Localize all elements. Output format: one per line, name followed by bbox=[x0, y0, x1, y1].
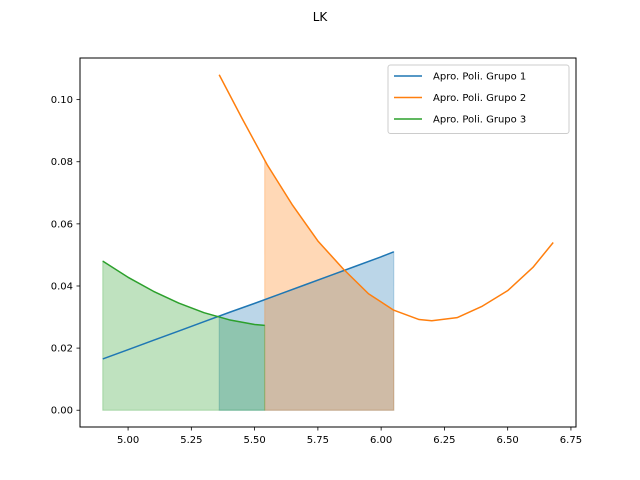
y-tick-label: 0.06 bbox=[51, 219, 73, 230]
legend-label: Apro. Poli. Grupo 3 bbox=[433, 115, 526, 126]
x-tick-label: 5.50 bbox=[243, 435, 265, 446]
y-tick-label: 0.02 bbox=[51, 344, 73, 355]
x-tick-label: 6.25 bbox=[433, 435, 455, 446]
apro-poli-grupo-2-line bbox=[218, 74, 554, 322]
y-axis-ticks: 0.00 0.02 0.04 0.06 0.08 0.10 bbox=[51, 95, 80, 417]
legend-box bbox=[387, 64, 570, 134]
x-tick-label: 6.75 bbox=[560, 435, 582, 446]
y-tick-label: 0.10 bbox=[51, 95, 73, 106]
x-tick-label: 5.25 bbox=[180, 435, 202, 446]
legend-label: Apro. Poli. Grupo 1 bbox=[433, 72, 526, 83]
y-tick-label: 0.08 bbox=[51, 157, 73, 168]
apro-poli-grupo-1-line bbox=[102, 251, 395, 360]
x-tick-label: 5.00 bbox=[117, 435, 139, 446]
series-lines bbox=[102, 74, 554, 360]
legend: Apro. Poli. Grupo 1 Apro. Poli. Grupo 2 Ap… bbox=[387, 64, 570, 134]
legend-label: Apro. Poli. Grupo 2 bbox=[433, 93, 526, 104]
y-tick-label: 0.00 bbox=[51, 406, 73, 417]
apro-poli-grupo-3-line bbox=[102, 260, 265, 327]
x-tick-label: 5.75 bbox=[307, 435, 329, 446]
x-axis-ticks: 5.00 5.25 5.50 5.75 6.00 6.25 6.50 6.75 bbox=[117, 427, 582, 446]
x-tick-label: 6.50 bbox=[497, 435, 519, 446]
chart-title: LK bbox=[313, 10, 329, 24]
fill-areas bbox=[102, 159, 395, 411]
axes-frame bbox=[79, 57, 577, 428]
y-tick-label: 0.04 bbox=[51, 281, 73, 292]
x-tick-label: 6.00 bbox=[370, 435, 392, 446]
apro-poli-grupo-3-fill-area bbox=[102, 260, 266, 411]
